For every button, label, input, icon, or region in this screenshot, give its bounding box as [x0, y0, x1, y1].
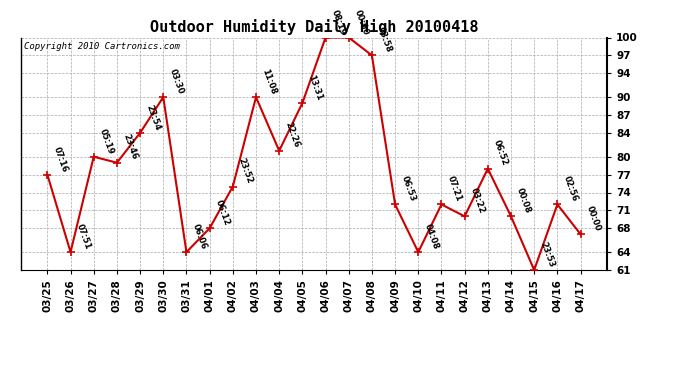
Text: 06:52: 06:52: [492, 139, 510, 167]
Text: 07:21: 07:21: [446, 175, 463, 203]
Text: 06:53: 06:53: [400, 175, 417, 203]
Text: 00:08: 00:08: [515, 187, 533, 215]
Text: 07:16: 07:16: [52, 145, 69, 173]
Title: Outdoor Humidity Daily High 20100418: Outdoor Humidity Daily High 20100418: [150, 19, 478, 35]
Text: 03:30: 03:30: [168, 68, 185, 96]
Text: 23:54: 23:54: [144, 103, 162, 132]
Text: 00:00: 00:00: [584, 205, 602, 233]
Text: 13:31: 13:31: [306, 74, 324, 102]
Text: 04:08: 04:08: [422, 223, 440, 251]
Text: 08:19: 08:19: [330, 8, 347, 36]
Text: 05:19: 05:19: [98, 127, 115, 155]
Text: 23:46: 23:46: [121, 133, 139, 161]
Text: 03:22: 03:22: [469, 187, 486, 215]
Text: 11:08: 11:08: [260, 68, 278, 96]
Text: 02:56: 02:56: [562, 175, 579, 203]
Text: 06:12: 06:12: [214, 199, 231, 227]
Text: 03:58: 03:58: [376, 26, 393, 54]
Text: Copyright 2010 Cartronics.com: Copyright 2010 Cartronics.com: [23, 42, 179, 51]
Text: 23:52: 23:52: [237, 157, 255, 185]
Text: 23:53: 23:53: [538, 240, 556, 268]
Text: 22:26: 22:26: [284, 121, 301, 149]
Text: 06:06: 06:06: [190, 223, 208, 251]
Text: 00:00: 00:00: [353, 8, 371, 36]
Text: 07:51: 07:51: [75, 223, 92, 251]
